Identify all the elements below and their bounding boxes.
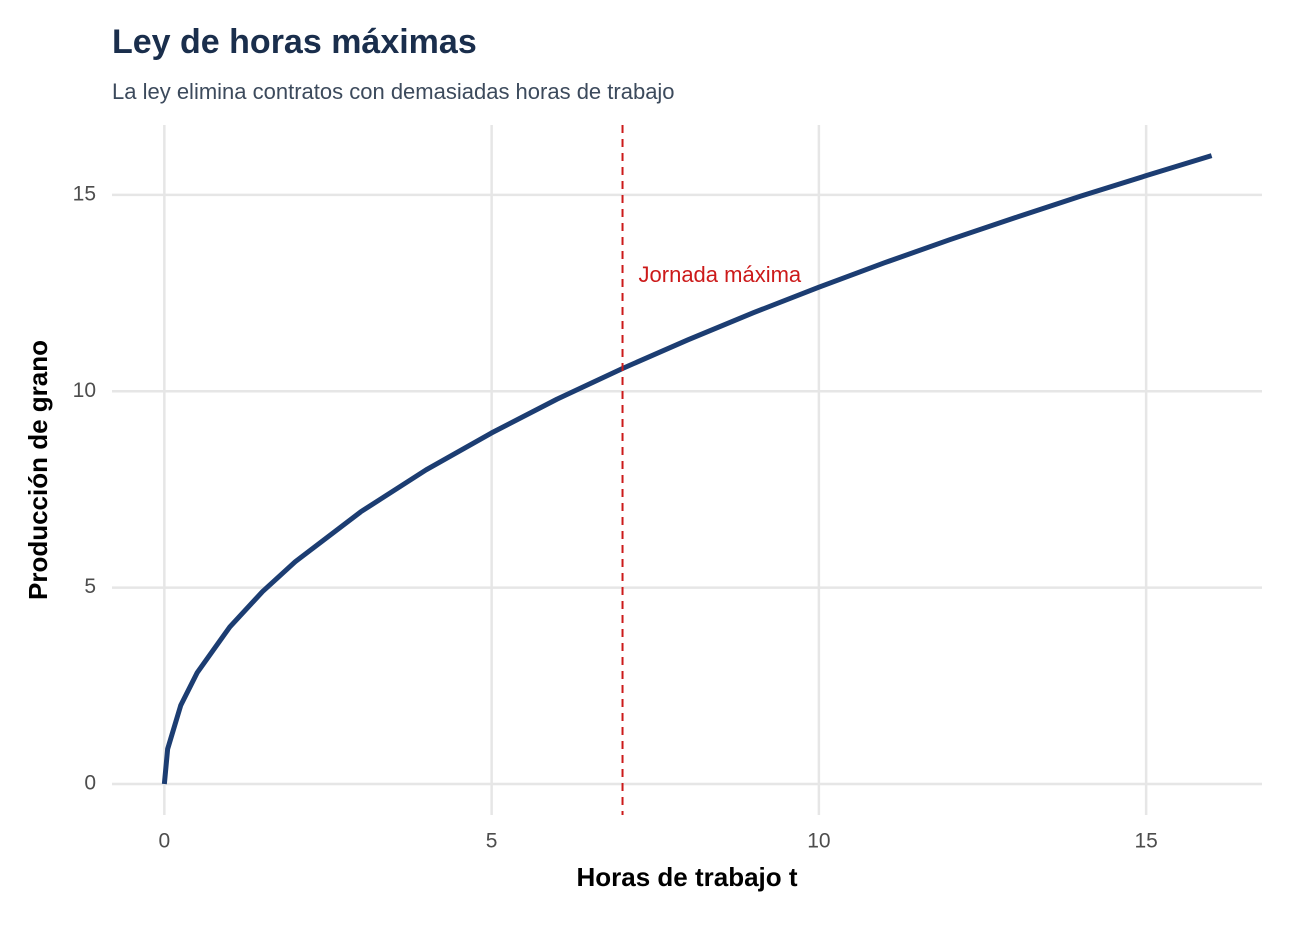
y-tick-label: 10 xyxy=(73,379,96,402)
annotation: Jornada máxima xyxy=(639,262,802,287)
y-axis-title: Producción de grano xyxy=(23,340,53,600)
chart-subtitle: La ley elimina contratos con demasiadas … xyxy=(112,79,675,104)
y-tick-label: 5 xyxy=(84,575,96,598)
x-tick-label: 5 xyxy=(486,830,498,853)
x-tick-label: 10 xyxy=(807,830,830,853)
x-tick-label: 15 xyxy=(1134,830,1157,853)
data-line xyxy=(161,153,1213,785)
x-tick-label: 0 xyxy=(159,830,171,853)
x-axis-title: Horas de trabajo t xyxy=(576,862,797,892)
chart-title: Ley de horas máximas xyxy=(112,23,477,61)
y-tick-label: 15 xyxy=(73,182,96,205)
y-tick-label: 0 xyxy=(84,772,96,795)
